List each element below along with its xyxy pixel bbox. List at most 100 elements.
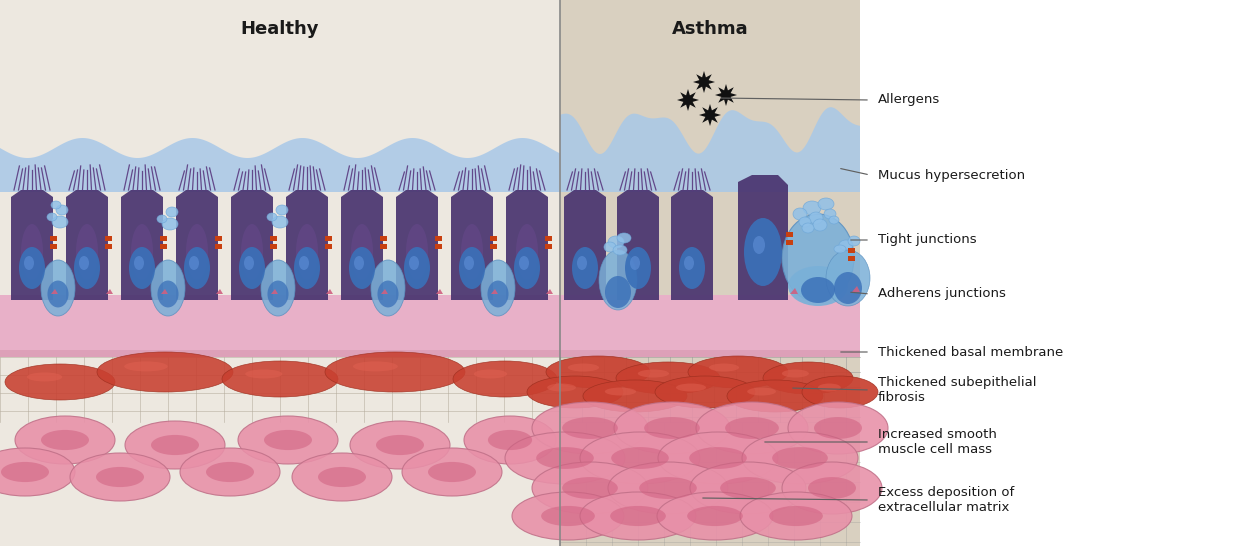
Ellipse shape (690, 462, 806, 514)
Ellipse shape (830, 216, 840, 224)
Ellipse shape (799, 217, 811, 227)
Bar (159, 236, 167, 241)
Ellipse shape (607, 462, 728, 514)
Text: Mucus hypersecretion: Mucus hypersecretion (878, 169, 1025, 181)
Ellipse shape (835, 245, 846, 253)
Polygon shape (738, 175, 788, 300)
Ellipse shape (245, 370, 282, 378)
Ellipse shape (825, 209, 836, 219)
Ellipse shape (813, 219, 827, 231)
Ellipse shape (802, 223, 814, 233)
Ellipse shape (206, 462, 254, 482)
Ellipse shape (488, 430, 532, 450)
Bar (325, 236, 333, 241)
Ellipse shape (515, 247, 540, 289)
Polygon shape (67, 190, 108, 300)
Ellipse shape (371, 260, 405, 316)
Text: Asthma: Asthma (671, 20, 748, 38)
Ellipse shape (697, 402, 808, 454)
Ellipse shape (402, 448, 502, 496)
Ellipse shape (617, 233, 631, 243)
Text: Allergens: Allergens (878, 93, 940, 106)
Ellipse shape (769, 506, 823, 526)
Ellipse shape (782, 214, 853, 302)
Ellipse shape (41, 430, 89, 450)
Bar (848, 248, 855, 253)
Polygon shape (341, 190, 383, 300)
Ellipse shape (835, 272, 862, 304)
Ellipse shape (814, 417, 862, 439)
Polygon shape (617, 190, 659, 300)
Text: Excess deposition of
extracellular matrix: Excess deposition of extracellular matri… (878, 486, 1014, 514)
Ellipse shape (238, 416, 338, 464)
Ellipse shape (79, 256, 89, 270)
Ellipse shape (753, 236, 766, 254)
Ellipse shape (134, 256, 144, 270)
Ellipse shape (349, 247, 375, 289)
Polygon shape (506, 190, 548, 300)
Bar (0, 0, 560, 546)
Ellipse shape (532, 462, 648, 514)
Ellipse shape (788, 402, 889, 454)
Ellipse shape (474, 370, 507, 378)
Polygon shape (560, 107, 860, 192)
Ellipse shape (294, 247, 320, 289)
Ellipse shape (404, 247, 430, 289)
Bar (215, 236, 222, 241)
Bar (380, 236, 387, 241)
Ellipse shape (562, 477, 617, 499)
Polygon shape (120, 190, 163, 300)
Ellipse shape (186, 224, 208, 280)
Ellipse shape (782, 462, 882, 514)
Ellipse shape (684, 256, 694, 270)
Ellipse shape (516, 224, 538, 280)
Ellipse shape (41, 260, 75, 316)
Ellipse shape (744, 218, 782, 286)
Ellipse shape (157, 281, 178, 307)
Ellipse shape (95, 467, 144, 487)
Ellipse shape (742, 432, 858, 484)
Polygon shape (546, 289, 553, 294)
Ellipse shape (676, 383, 707, 391)
Ellipse shape (24, 256, 34, 270)
Text: Adherens junctions: Adherens junctions (878, 288, 1005, 300)
Ellipse shape (243, 256, 254, 270)
Polygon shape (271, 289, 279, 294)
Ellipse shape (610, 506, 666, 526)
Bar (560, 0, 860, 546)
Bar (215, 244, 222, 249)
Bar (848, 256, 855, 261)
Polygon shape (676, 89, 699, 111)
Ellipse shape (547, 383, 576, 391)
Ellipse shape (520, 256, 530, 270)
Ellipse shape (630, 256, 640, 270)
Ellipse shape (74, 247, 100, 289)
Ellipse shape (532, 402, 648, 454)
Polygon shape (671, 190, 713, 300)
Polygon shape (382, 289, 388, 294)
Ellipse shape (772, 447, 828, 469)
Ellipse shape (614, 402, 730, 454)
Polygon shape (286, 190, 328, 300)
Ellipse shape (162, 218, 178, 230)
Ellipse shape (541, 506, 595, 526)
Ellipse shape (658, 432, 778, 484)
Ellipse shape (261, 260, 295, 316)
Ellipse shape (536, 447, 594, 469)
Ellipse shape (353, 361, 398, 371)
Ellipse shape (126, 421, 225, 469)
Ellipse shape (350, 421, 451, 469)
Polygon shape (11, 190, 53, 300)
Polygon shape (176, 190, 218, 300)
Ellipse shape (580, 492, 697, 540)
Bar (786, 240, 793, 245)
Ellipse shape (599, 250, 638, 310)
Ellipse shape (131, 224, 153, 280)
Polygon shape (105, 289, 113, 294)
Ellipse shape (567, 364, 599, 371)
Bar (380, 244, 387, 249)
Bar (489, 244, 497, 249)
Ellipse shape (296, 224, 318, 280)
Ellipse shape (461, 224, 483, 280)
Text: Thickened basal membrane: Thickened basal membrane (878, 346, 1063, 359)
